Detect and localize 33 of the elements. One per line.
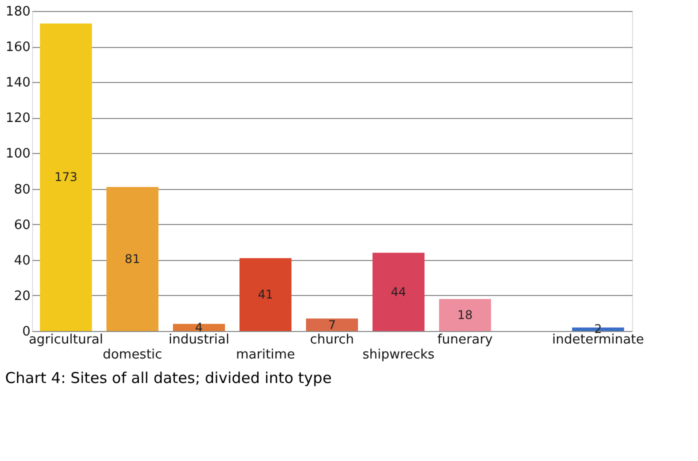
y-tick-label: 180: [6, 4, 30, 20]
bar: [172, 324, 225, 331]
y-tick-label: 120: [6, 111, 30, 126]
y-tick-label: 80: [14, 182, 30, 198]
x-tick-label: agricultural: [28, 332, 104, 348]
text: Chart 4: Sites of all dates; divided into type: [5, 369, 332, 387]
bar: [239, 258, 292, 331]
x-tick-label: shipwrecks: [362, 348, 435, 362]
x-tick-label: maritime: [236, 348, 295, 362]
data-label: 4: [195, 320, 203, 334]
data-label: 7: [328, 318, 336, 332]
bar: [372, 252, 425, 331]
y-tick-label: 20: [14, 288, 30, 304]
x-tick-label: industrial: [168, 332, 230, 348]
bar: [439, 299, 492, 331]
data-label: 81: [124, 252, 140, 266]
bar: [40, 23, 92, 331]
x-tick-label: church: [310, 332, 354, 348]
x-tick-label: domestic: [102, 348, 162, 362]
x-tick-label: indeterminate: [552, 332, 644, 348]
data-label: 44: [390, 284, 406, 299]
data-label: 173: [54, 170, 78, 184]
y-tick-label: 100: [6, 146, 30, 162]
y-tick-label: 40: [14, 253, 30, 268]
x-tick-label: funerary: [437, 332, 494, 348]
data-label: 18: [457, 308, 473, 322]
y-tick-label: 140: [6, 76, 30, 91]
bar: [106, 187, 158, 331]
y-tick-label: 160: [6, 40, 30, 56]
bar: [306, 318, 358, 331]
data-label: 41: [258, 288, 274, 302]
y-tick-label: 60: [14, 218, 30, 233]
y-tick-label: 0: [22, 324, 30, 340]
